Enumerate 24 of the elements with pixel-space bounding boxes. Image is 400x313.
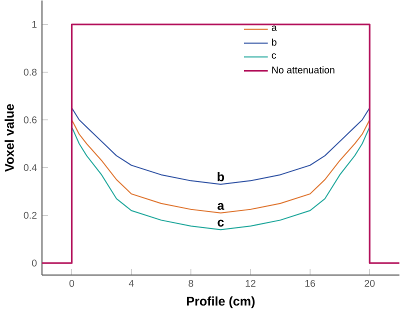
x-tick-label: 20	[364, 280, 375, 287]
y-tick-label: 1	[32, 21, 37, 28]
legend-label: a	[272, 26, 277, 32]
x-tick-label: 8	[188, 280, 194, 287]
y-tick-label: 0	[32, 260, 37, 267]
x-tick-label: 16	[305, 280, 316, 287]
text: c	[218, 220, 224, 227]
y-tick-label: 0.8	[24, 68, 37, 76]
legend-label: c	[272, 53, 276, 59]
x-tick-label: 4	[128, 280, 134, 287]
x-tick-label: 12	[246, 280, 256, 287]
line-series	[71, 107, 370, 185]
legend-label: b	[272, 38, 276, 46]
text: b	[218, 172, 224, 182]
y-tick-label: 0.6	[24, 116, 37, 124]
x-tick-label: 0	[69, 280, 74, 287]
y-axis-title: Voxel value	[4, 104, 14, 172]
y-tick-label: 0.2	[24, 212, 37, 219]
text: a	[218, 203, 224, 210]
x-axis-title: Profile (cm)	[186, 296, 255, 308]
line-series	[71, 119, 370, 214]
y-tick-label: 0.4	[24, 164, 37, 172]
legend-label: No attenuation	[272, 66, 334, 74]
line-series	[71, 126, 370, 230]
